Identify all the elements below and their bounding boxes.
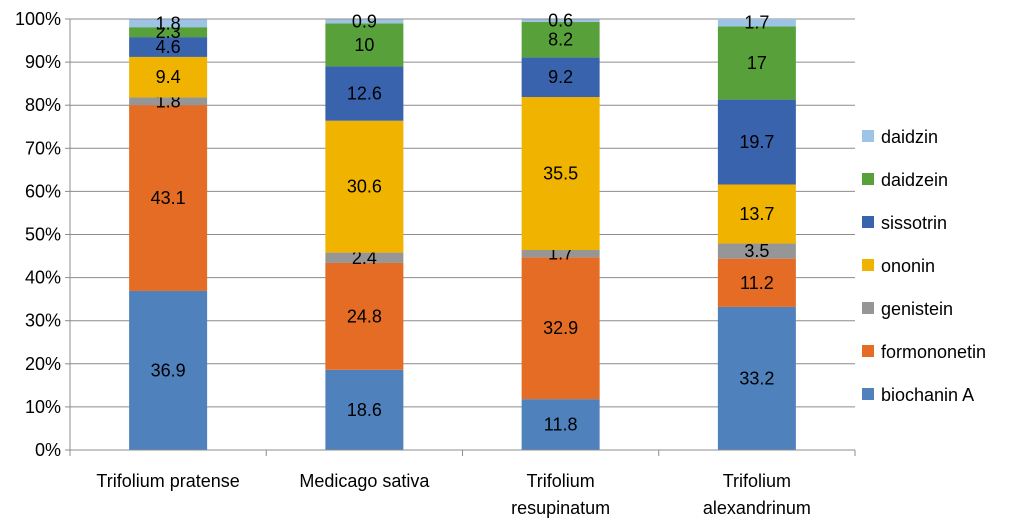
data-label: 8.2 <box>548 30 573 50</box>
y-tick-label: 10% <box>25 397 61 417</box>
bar-segment-genistein <box>325 252 404 263</box>
data-label: 10 <box>354 35 374 55</box>
legend-label: sissotrin <box>881 213 947 233</box>
bar-segment-formononetin <box>717 258 796 307</box>
data-label: 9.4 <box>156 67 181 87</box>
bar-segment-daidzin <box>325 19 404 24</box>
data-label: 24.8 <box>347 306 382 326</box>
bar-segment-biochanin-A <box>129 290 208 450</box>
data-label: 11.8 <box>544 415 578 435</box>
data-label: 1.7 <box>744 13 769 33</box>
legend-label: daidzein <box>881 170 948 190</box>
y-tick-label: 40% <box>25 268 61 288</box>
data-label: 33.2 <box>739 368 774 388</box>
y-tick-label: 60% <box>25 181 61 201</box>
bar-segment-sissotrin <box>129 37 208 57</box>
bar-segment-ononin <box>325 120 404 253</box>
legend-swatch-genistein <box>862 302 874 314</box>
x-tick-label: Trifolium <box>723 471 791 491</box>
x-tick-label: Trifolium pratense <box>96 471 239 491</box>
data-label: 19.7 <box>739 132 774 152</box>
data-label: 0.6 <box>548 11 573 31</box>
data-label: 0.9 <box>352 11 377 31</box>
bar-segment-ononin <box>129 56 208 98</box>
bar-segment-daidzein <box>129 27 208 38</box>
data-label: 9.2 <box>548 67 573 87</box>
bar-segment-biochanin-A <box>717 306 796 450</box>
legend-label: ononin <box>881 256 935 276</box>
legend-label: formononetin <box>881 342 986 362</box>
data-label: 12.6 <box>347 84 382 104</box>
y-tick-label: 100% <box>15 9 61 29</box>
data-label: 35.5 <box>543 164 578 184</box>
bar-segment-formononetin <box>521 257 600 400</box>
y-tick-label: 90% <box>25 52 61 72</box>
x-axis: Trifolium pratense Medicago sativa Trifoli… <box>69 449 856 518</box>
bar-segment-daidzin <box>129 19 208 28</box>
bar-segment-ononin <box>717 184 796 244</box>
bar-segment-ononin <box>521 97 600 251</box>
bar-segment-sissotrin <box>325 66 404 121</box>
data-label: 32.9 <box>543 318 578 338</box>
bar-segment-sissotrin <box>521 57 600 98</box>
bar-segment-daidzein <box>717 26 796 100</box>
bar-segment-formononetin <box>129 105 208 291</box>
legend-swatch-ononin <box>862 259 874 271</box>
data-label: 18.6 <box>347 400 382 420</box>
legend-swatch-biochanin-A <box>862 388 874 400</box>
data-label: 1.8 <box>156 13 181 33</box>
y-tick-label: 0% <box>35 440 61 460</box>
legend-swatch-formononetin <box>862 345 874 357</box>
bar-segment-daidzin <box>521 19 600 23</box>
bar-segment-genistein <box>129 97 208 106</box>
data-label: 2.4 <box>352 248 377 268</box>
bar-segment-daidzein <box>521 22 600 58</box>
y-tick-label: 20% <box>25 354 61 374</box>
bar-segment-biochanin-A <box>521 399 600 450</box>
legend-label: daidzin <box>881 127 938 147</box>
bar-segment-formononetin <box>325 262 404 370</box>
data-label: 13.7 <box>739 204 774 224</box>
legend-swatch-daidzin <box>862 130 874 142</box>
legend-label: genistein <box>881 299 953 319</box>
y-tick-label: 70% <box>25 138 61 158</box>
data-label: 30.6 <box>347 177 382 197</box>
data-label: 43.1 <box>151 188 186 208</box>
bar-segment-biochanin-A <box>325 369 404 450</box>
legend-label: biochanin A <box>881 385 974 405</box>
legend-swatch-daidzein <box>862 173 874 185</box>
bar-segment-sissotrin <box>717 99 796 185</box>
bar-stacks: 36.943.11.89.44.62.31.818.624.82.430.612… <box>129 11 796 450</box>
bar-segment-daidzin <box>717 19 796 27</box>
legend-swatch-sissotrin <box>862 216 874 228</box>
x-tick-label: Medicago sativa <box>299 471 430 491</box>
data-label: 4.6 <box>156 37 181 57</box>
x-tick-label: alexandrinum <box>703 498 811 518</box>
x-tick-label: resupinatum <box>511 498 610 518</box>
y-axis: 0% 10% 20% 30% 40% 50% 60% 70% 80% 90% 100% <box>15 9 71 460</box>
bar-segment-daidzein <box>325 23 404 67</box>
data-label: 17 <box>747 53 767 73</box>
y-tick-label: 80% <box>25 95 61 115</box>
y-tick-label: 30% <box>25 311 61 331</box>
x-tick-label: Trifolium <box>526 471 594 491</box>
data-label: 3.5 <box>744 241 769 261</box>
bar-segment-genistein <box>717 243 796 259</box>
data-label: 11.2 <box>740 273 774 293</box>
y-tick-label: 50% <box>25 225 61 245</box>
data-label: 36.9 <box>151 360 186 380</box>
bar-segment-genistein <box>521 250 600 258</box>
legend: daidzin daidzein sissotrin ononin genistein f… <box>862 127 986 405</box>
